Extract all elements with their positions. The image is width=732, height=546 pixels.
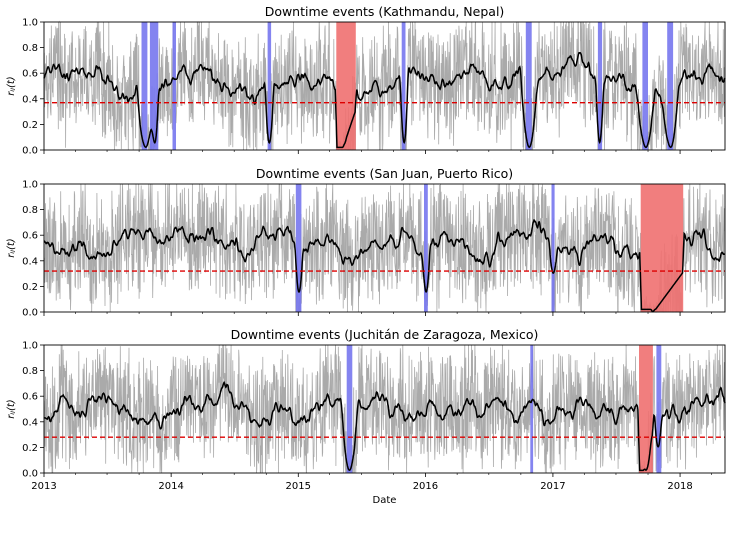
y-tick-label: 0.8 [22,43,38,54]
y-tick-label: 0.0 [22,308,38,319]
event-span-5 [336,22,356,150]
event-span-3 [172,22,176,150]
y-tick-label: 0.4 [22,94,38,105]
x-tick-label: 2016 [413,481,438,492]
y-axis-label: rᵢⱼ(t) [6,399,17,418]
y-tick-label: 1.0 [22,180,38,191]
y-tick-label: 0.6 [22,231,38,242]
y-tick-label: 0.0 [22,469,38,480]
event-span-1 [295,184,302,312]
y-axis-label: rᵢⱼ(t) [6,238,17,257]
event-span-4 [267,22,272,150]
y-tick-label: 0.2 [22,282,38,293]
series-smoothed [43,51,726,149]
y-tick-label: 0.6 [22,69,38,80]
axes-frame [43,21,726,151]
y-tick-label: 1.0 [22,18,38,29]
event-span-4 [640,184,684,312]
y-tick-label: 0.6 [22,392,38,403]
x-tick-label: 2018 [667,481,692,492]
y-tick-label: 1.0 [22,341,38,352]
x-tick-label: 2013 [31,481,56,492]
y-axis-label: rᵢⱼ(t) [6,76,17,95]
y-tick-label: 0.0 [22,146,38,157]
panel-title: Downtime events (Juchitán de Zaragoza, M… [231,327,539,342]
event-span-10 [667,22,674,150]
y-tick-label: 0.4 [22,417,38,428]
series-raw [43,344,726,474]
series-smoothed [43,380,726,472]
y-tick-label: 0.8 [22,205,38,216]
event-span-4 [656,345,662,473]
y-tick-label: 0.4 [22,256,38,267]
series-smoothed [43,218,726,313]
event-span-3 [639,345,653,473]
event-span-2 [149,22,159,150]
event-span-2 [530,345,534,473]
event-span-2 [424,184,428,312]
x-tick-label: 2015 [286,481,311,492]
series-raw [43,183,726,314]
axes-frame [43,344,726,474]
y-tick-label: 0.8 [22,366,38,377]
panel-title: Downtime events (Kathmandu, Nepal) [265,4,505,19]
x-tick-label: 2014 [158,481,183,492]
event-span-1 [141,22,148,150]
event-span-8 [597,22,603,150]
event-span-7 [525,22,532,150]
axes-frame [43,183,726,313]
x-tick-label: 2017 [540,481,565,492]
event-span-6 [401,22,406,150]
panel-3: Downtime events (Juchitán de Zaragoza, M… [6,327,726,506]
panel-1: Downtime events (Kathmandu, Nepal) 0.0 0.2… [6,4,726,157]
y-tick-label: 0.2 [22,443,38,454]
event-span-9 [642,22,648,150]
event-span-1 [346,345,353,473]
x-axis-label: Date [373,495,397,506]
event-span-3 [551,184,555,312]
y-tick-label: 0.2 [22,120,38,131]
panel-title: Downtime events (San Juan, Puerto Rico) [256,166,513,181]
panel-2: Downtime events (San Juan, Puerto Rico) 0… [6,166,726,319]
